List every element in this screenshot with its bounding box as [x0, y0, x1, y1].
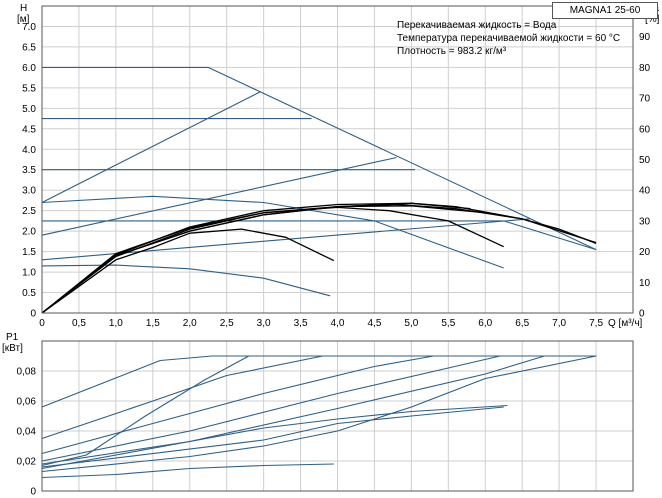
x-tick-label: 5,5: [441, 318, 455, 329]
x-tick-label: 0,5: [72, 318, 86, 329]
x-tick-label: 7,0: [552, 318, 566, 329]
y-tick-label: 0,08: [17, 367, 37, 378]
x-tick-label: 4,0: [331, 318, 345, 329]
eta-tick-label: 0: [639, 309, 645, 320]
eta-tick-label: 20: [639, 247, 651, 258]
eta-tick-label: 50: [639, 155, 651, 166]
eta-axis-unit: [%]: [645, 14, 660, 25]
y-tick-label: 6.0: [22, 63, 36, 74]
x-tick-label: 2,0: [183, 318, 197, 329]
y-tick-label: 7.0: [22, 22, 36, 33]
axes-layer: [41, 5, 634, 492]
p1-curve: [41, 463, 334, 479]
p1-curve: [41, 355, 597, 473]
eta-tick-label: 70: [639, 94, 651, 105]
h-curve: [42, 220, 597, 251]
h-axis-label: H: [20, 3, 27, 14]
p1-curve: [41, 355, 597, 440]
x-tick-label: 7,5: [589, 318, 603, 329]
x-tick-label: 1,5: [146, 318, 160, 329]
y-tick-label: 0,02: [17, 457, 37, 468]
h-curve: [41, 156, 397, 236]
plot-frame: [41, 5, 634, 314]
eta-tick-label: 30: [639, 216, 651, 227]
x-tick-label: 5,0: [404, 318, 418, 329]
fluid-type: Перекачиваемая жидкость = Вода: [397, 20, 557, 31]
y-tick-label: 4.5: [22, 124, 36, 135]
series-layer: [41, 66, 597, 479]
x-tick-label: 1,0: [109, 318, 123, 329]
p1-curve: [41, 355, 597, 467]
plot-frame: [41, 340, 634, 492]
x-tick-label: 6,0: [478, 318, 492, 329]
eta-tick-label: 60: [639, 124, 651, 135]
y-tick-label: 5.0: [22, 104, 36, 115]
y-tick-label: 0,06: [17, 397, 37, 408]
x-tick-label: 0: [39, 318, 45, 329]
h-axis-unit: [м]: [17, 14, 30, 25]
y-tick-label: 0: [30, 309, 36, 320]
y-tick-label: 5.5: [22, 83, 36, 94]
q-axis-label: Q [м³/ч]: [608, 318, 643, 329]
p1-axis-label: P1: [6, 332, 19, 343]
fluid-density: Плотность = 983.2 кг/м³: [397, 46, 507, 57]
h-curve: [42, 66, 597, 251]
p1-curve: [41, 404, 508, 470]
p1-curve: [41, 355, 597, 462]
eta-tick-label: 40: [639, 186, 651, 197]
h-curve: [41, 264, 331, 297]
eta-tick-label: 80: [639, 63, 651, 74]
y-tick-label: 0: [30, 487, 36, 498]
y-tick-label: 0,04: [17, 427, 37, 438]
y-tick-label: 2.5: [22, 206, 36, 217]
h-curve: [41, 195, 504, 269]
y-tick-label: 1.0: [22, 268, 36, 279]
y-tick-label: 3.5: [22, 165, 36, 176]
fluid-properties: Перекачиваемая жидкость = Вода Температу…: [397, 19, 620, 58]
eta-tick-label: 10: [639, 278, 651, 289]
h-curve: [41, 228, 335, 314]
x-tick-label: 2,5: [220, 318, 234, 329]
fluid-temperature: Температура перекачиваемой жидкости = 60…: [397, 33, 621, 44]
y-tick-label: 0.5: [22, 288, 36, 299]
x-tick-label: 3,5: [294, 318, 308, 329]
y-tick-label: 3.0: [22, 186, 36, 197]
x-tick-label: 4,5: [367, 318, 381, 329]
tick-labels: 0 0.5 1.0 1.5 2.0 2.5 3.0 3.5 4.0 4.5 5.0 5.5 6.0 6.5…: [17, 22, 651, 498]
h-curve: [41, 202, 471, 314]
y-tick-label: 6.5: [22, 42, 36, 53]
x-tick-label: 6,5: [515, 318, 529, 329]
model-label: MAGNA1 25-60: [552, 2, 658, 19]
x-tick-label: 3,0: [257, 318, 271, 329]
eta-tick-label: 90: [639, 32, 651, 43]
y-tick-label: 2.0: [22, 227, 36, 238]
y-tick-label: 4.0: [22, 145, 36, 156]
p1-curve: [41, 355, 597, 408]
p1-curve: [41, 406, 504, 468]
h-curve: [41, 91, 261, 203]
y-tick-label: 1.5: [22, 247, 36, 258]
p1-axis-unit: [кВт]: [2, 343, 23, 354]
h-curve: [41, 205, 486, 314]
